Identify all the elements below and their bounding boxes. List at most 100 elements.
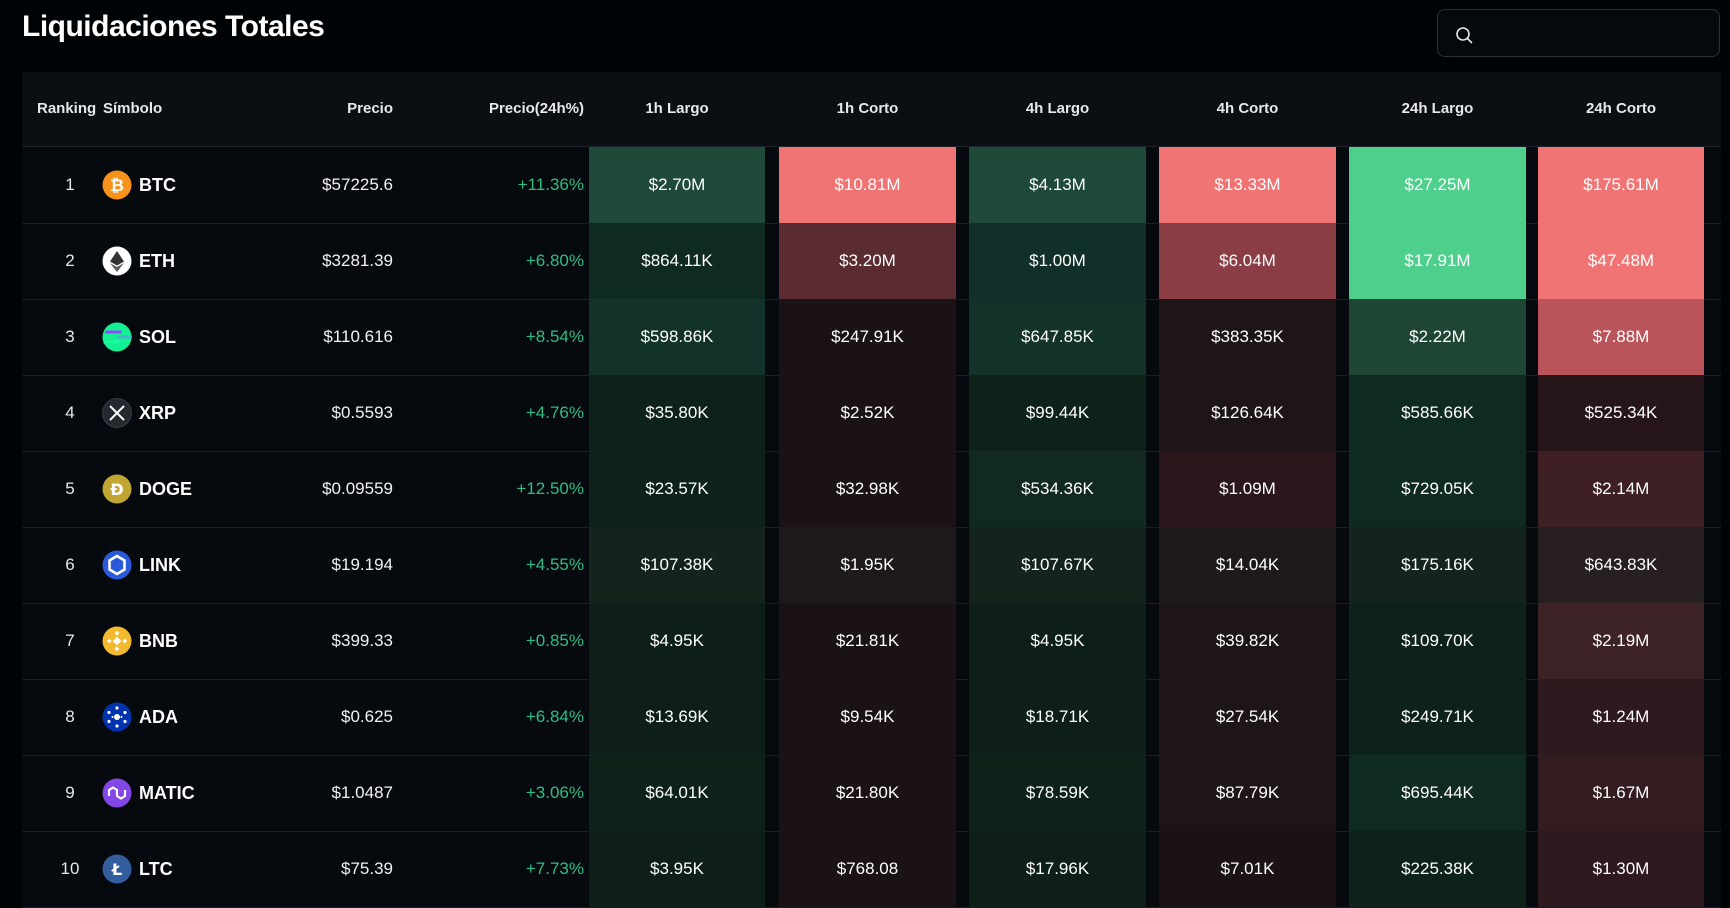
search-box[interactable] [1437, 9, 1720, 57]
table-row[interactable]: 10 Ł LTC $75.39 +7.73% $3.95K $768.08 $17.96… [22, 831, 1721, 908]
liquidation-s1-cell: $1.95K [779, 527, 956, 603]
liquidation-s1-cell: $768.08 [779, 831, 956, 907]
liquidation-l1-cell: $13.69K [589, 679, 765, 755]
liquidation-l1-cell: $35.80K [589, 375, 765, 451]
liquidation-s1-cell: $21.81K [779, 603, 956, 679]
table-row[interactable]: 2 ETH $3281.39 +6.80% $864.11K $3.20M $1.00M… [22, 223, 1721, 300]
symbol-cell[interactable]: MATIC [102, 755, 242, 831]
symbol-label: XRP [139, 403, 177, 423]
liquidation-l1-cell: $2.70M [589, 147, 765, 223]
header-1h-largo[interactable]: 1h Largo [645, 100, 709, 117]
table-row[interactable]: 9 MATIC $1.0487 +3.06% $64.01K $21.80K $78.5… [22, 755, 1721, 832]
liquidation-s4-cell: $87.79K [1159, 755, 1336, 831]
liquidation-s4-cell: $14.04K [1159, 527, 1336, 603]
svg-text:Ł: Ł [111, 860, 122, 879]
price-change-cell: +0.85% [525, 631, 584, 650]
rank-cell: 2 [65, 251, 75, 270]
svg-text:₿: ₿ [110, 176, 124, 196]
table-row[interactable]: 3 SOL $110.616 +8.54% $598.86K $247.91K $647… [22, 299, 1721, 376]
bnb-icon [102, 626, 132, 656]
symbol-cell[interactable]: ADA [102, 679, 242, 755]
table-row[interactable]: 5 Ð DOGE $0.09559 +12.50% $23.57K $32.98K $5… [22, 451, 1721, 528]
xrp-icon [102, 398, 132, 428]
header-24h-corto[interactable]: 24h Corto [1585, 100, 1656, 117]
btc-icon: ₿ [102, 170, 132, 200]
price-cell: $0.625 [341, 707, 393, 726]
search-icon [1456, 27, 1473, 44]
liquidation-l1-cell: $107.38K [589, 527, 765, 603]
rank-cell: 7 [65, 631, 75, 650]
liquidation-l24-cell: $17.91M [1349, 223, 1526, 299]
symbol-cell[interactable]: LINK [102, 527, 242, 603]
symbol-label: DOGE [139, 479, 193, 499]
symbol-cell[interactable]: XRP [102, 375, 242, 451]
liquidation-s4-cell: $7.01K [1159, 831, 1336, 907]
header-precio-24h[interactable]: Precio(24h%) [488, 100, 584, 117]
header-24h-largo[interactable]: 24h Largo [1401, 100, 1474, 117]
svg-text:Ð: Ð [110, 480, 123, 499]
price-cell: $3281.39 [322, 251, 393, 270]
symbol-cell[interactable]: ETH [102, 223, 242, 299]
liquidation-l24-cell: $175.16K [1349, 527, 1526, 603]
rank-cell: 3 [65, 327, 75, 346]
header-1h-corto[interactable]: 1h Corto [836, 100, 899, 117]
table-row[interactable]: 4 XRP $0.5593 +4.76% $35.80K $2.52K $99.44K $… [22, 375, 1721, 452]
liquidation-s1-cell: $2.52K [779, 375, 956, 451]
liquidation-l1-cell: $598.86K [589, 299, 765, 375]
price-change-cell: +8.54% [525, 327, 584, 346]
symbol-cell[interactable]: BNB [102, 603, 242, 679]
liquidation-s24-cell: $175.61M [1538, 147, 1704, 223]
doge-icon: Ð [102, 474, 132, 504]
liquidation-s1-cell: $9.54K [779, 679, 956, 755]
rank-cell: 10 [60, 859, 80, 878]
rank-cell: 6 [65, 555, 75, 574]
liquidation-l4-cell: $4.95K [969, 603, 1146, 679]
symbol-cell[interactable]: Ð DOGE [102, 451, 242, 527]
rank-cell: 8 [65, 707, 75, 726]
liquidation-s1-cell: $10.81M [779, 147, 956, 223]
price-cell: $110.616 [323, 327, 393, 346]
price-cell: $399.33 [331, 631, 393, 650]
liquidation-l4-cell: $534.36K [969, 451, 1146, 527]
ltc-icon: Ł [102, 854, 132, 884]
header-4h-corto[interactable]: 4h Corto [1216, 100, 1279, 117]
header-4h-largo[interactable]: 4h Largo [1025, 100, 1090, 117]
liquidation-l1-cell: $23.57K [589, 451, 765, 527]
liquidation-l4-cell: $4.13M [969, 147, 1146, 223]
matic-icon [102, 778, 132, 808]
liquidation-s4-cell: $6.04M [1159, 223, 1336, 299]
liquidation-s24-cell: $2.19M [1538, 603, 1704, 679]
liquidation-l24-cell: $585.66K [1349, 375, 1526, 451]
price-change-cell: +6.84% [525, 707, 584, 726]
rank-cell: 1 [65, 175, 75, 194]
symbol-label: BTC [139, 175, 176, 195]
sol-icon [102, 322, 132, 352]
price-change-cell: +7.73% [525, 859, 584, 878]
price-change-cell: +6.80% [525, 251, 584, 270]
liquidation-s1-cell: $21.80K [779, 755, 956, 831]
table-row[interactable]: 6 LINK $19.194 +4.55% $107.38K $1.95K $107.6… [22, 527, 1721, 604]
liquidation-l24-cell: $695.44K [1349, 755, 1526, 831]
header-simbolo[interactable]: Símbolo [103, 100, 163, 117]
header-ranking[interactable]: Ranking [37, 100, 97, 117]
liquidation-l4-cell: $1.00M [969, 223, 1146, 299]
symbol-label: LINK [139, 555, 181, 575]
symbol-label: ETH [139, 251, 175, 271]
header-precio[interactable]: Precio [347, 100, 393, 117]
price-change-cell: +3.06% [525, 783, 584, 802]
symbol-cell[interactable]: Ł LTC [102, 831, 242, 907]
liquidation-s24-cell: $643.83K [1538, 527, 1704, 603]
liquidation-l4-cell: $107.67K [969, 527, 1146, 603]
search-input[interactable] [1480, 18, 1714, 50]
liquidation-l4-cell: $99.44K [969, 375, 1146, 451]
liquidations-table: Ranking Símbolo Precio Precio(24h%) 1h L… [22, 72, 1721, 908]
liquidation-s4-cell: $383.35K [1159, 299, 1336, 375]
symbol-cell[interactable]: ₿ BTC [102, 147, 242, 223]
rank-cell: 9 [65, 783, 75, 802]
table-row[interactable]: 7 BNB $399.33 +0.85% $4.95K $21.81K $4.95K $3… [22, 603, 1721, 680]
table-row[interactable]: 1 ₿ BTC $57225.6 +11.36% $2.70M $10.81M $4.1… [22, 147, 1721, 224]
table-row[interactable]: 8 ADA $0.625 +6.84% $13.69K $9.54K $18.71K $2… [22, 679, 1721, 756]
liquidation-s4-cell: $13.33M [1159, 147, 1336, 223]
liquidation-l1-cell: $64.01K [589, 755, 765, 831]
symbol-cell[interactable]: SOL [102, 299, 242, 375]
